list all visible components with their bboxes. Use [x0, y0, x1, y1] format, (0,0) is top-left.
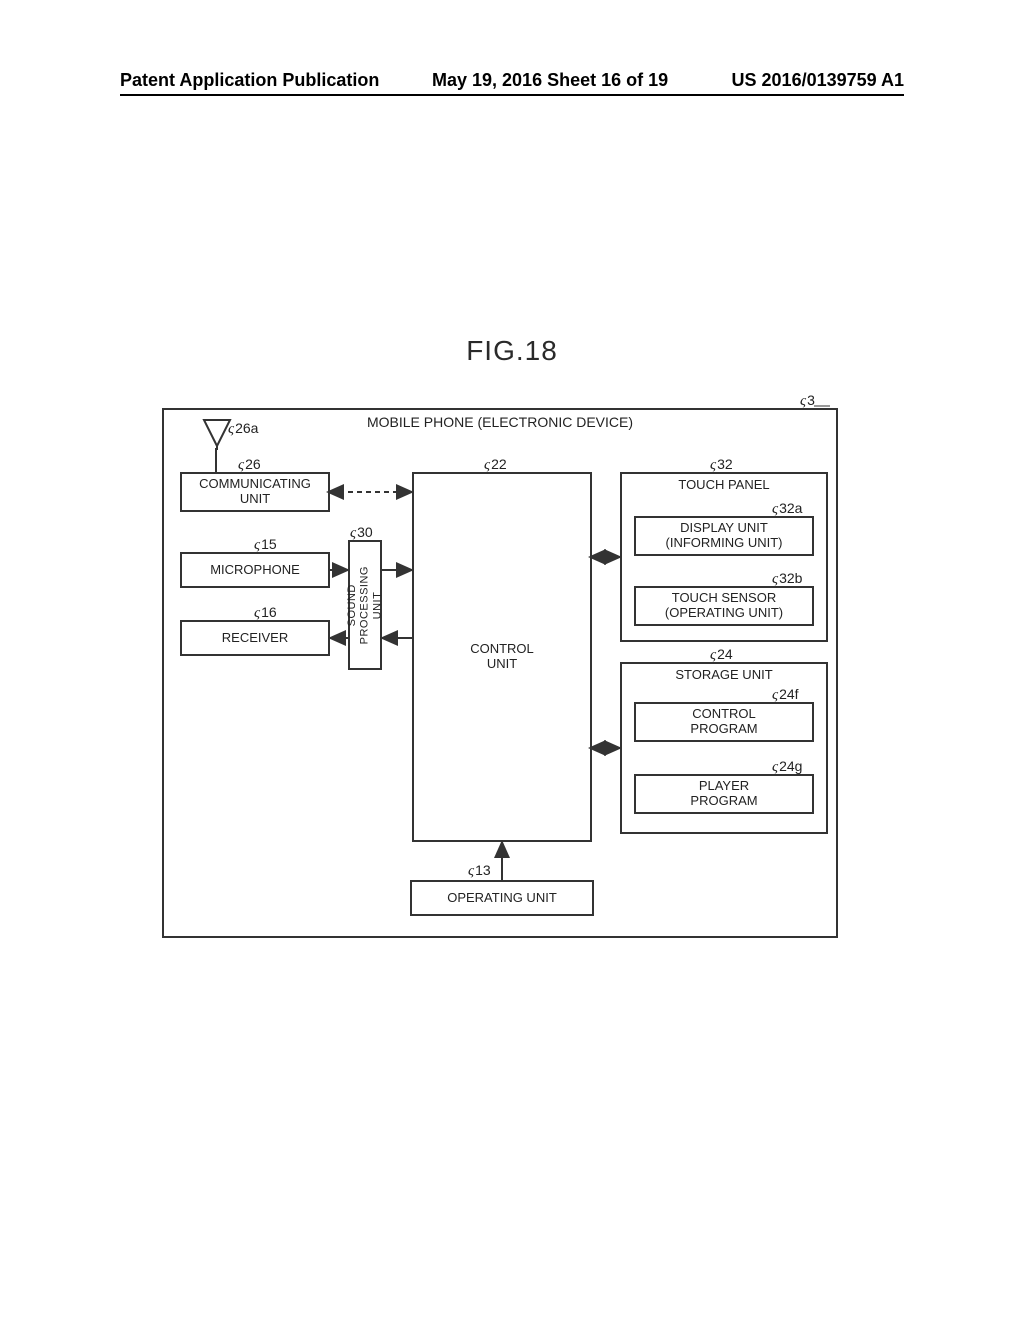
device-label: MOBILE PHONE (ELECTRONIC DEVICE) [164, 414, 836, 430]
ref-antenna: ς26a [228, 420, 258, 438]
touch-panel-label: TOUCH PANEL [678, 478, 769, 493]
ref-play-prog: ς24g [772, 758, 802, 776]
operating-unit-label: OPERATING UNIT [447, 891, 557, 906]
touch-sensor: TOUCH SENSOR (OPERATING UNIT) [634, 586, 814, 626]
header-right: US 2016/0139759 A1 [732, 70, 904, 91]
header-left: Patent Application Publication [120, 70, 379, 91]
player-program-label: PLAYER PROGRAM [690, 779, 757, 809]
ref-ctrl-prog: ς24f [772, 686, 799, 704]
ref-sensor: ς32b [772, 570, 802, 588]
sound-processing-unit: SOUND PROCESSING UNIT [348, 540, 382, 670]
control-program: CONTROL PROGRAM [634, 702, 814, 742]
ref-control: ς22 [484, 456, 507, 474]
touch-sensor-label: TOUCH SENSOR (OPERATING UNIT) [665, 591, 783, 621]
control-unit-label: CONTROL UNIT [470, 642, 534, 672]
ref-display: ς32a [772, 500, 802, 518]
communicating-unit-label: COMMUNICATING UNIT [199, 477, 311, 507]
receiver: RECEIVER [180, 620, 330, 656]
ref-recv: ς16 [254, 604, 277, 622]
receiver-label: RECEIVER [222, 631, 288, 646]
ref-mic: ς15 [254, 536, 277, 554]
ref-device: ς3 [800, 392, 815, 410]
display-unit: DISPLAY UNIT (INFORMING UNIT) [634, 516, 814, 556]
microphone: MICROPHONE [180, 552, 330, 588]
header-center: May 19, 2016 Sheet 16 of 19 [432, 70, 668, 91]
page: Patent Application Publication May 19, 2… [0, 0, 1024, 1320]
ref-sound: ς30 [350, 524, 373, 542]
ref-operating: ς13 [468, 862, 491, 880]
sound-processing-label: SOUND PROCESSING UNIT [346, 566, 384, 644]
ref-comm: ς26 [238, 456, 261, 474]
control-program-label: CONTROL PROGRAM [690, 707, 757, 737]
figure-title: FIG.18 [0, 335, 1024, 367]
control-unit: CONTROL UNIT [412, 472, 592, 842]
storage-unit-label: STORAGE UNIT [675, 668, 772, 683]
ref-touch-panel: ς32 [710, 456, 733, 474]
block-diagram: MOBILE PHONE (ELECTRONIC DEVICE) COMMUNI… [150, 390, 850, 950]
player-program: PLAYER PROGRAM [634, 774, 814, 814]
display-unit-label: DISPLAY UNIT (INFORMING UNIT) [666, 521, 783, 551]
ref-storage: ς24 [710, 646, 733, 664]
header-rule [120, 94, 904, 96]
operating-unit: OPERATING UNIT [410, 880, 594, 916]
microphone-label: MICROPHONE [210, 563, 300, 578]
communicating-unit: COMMUNICATING UNIT [180, 472, 330, 512]
